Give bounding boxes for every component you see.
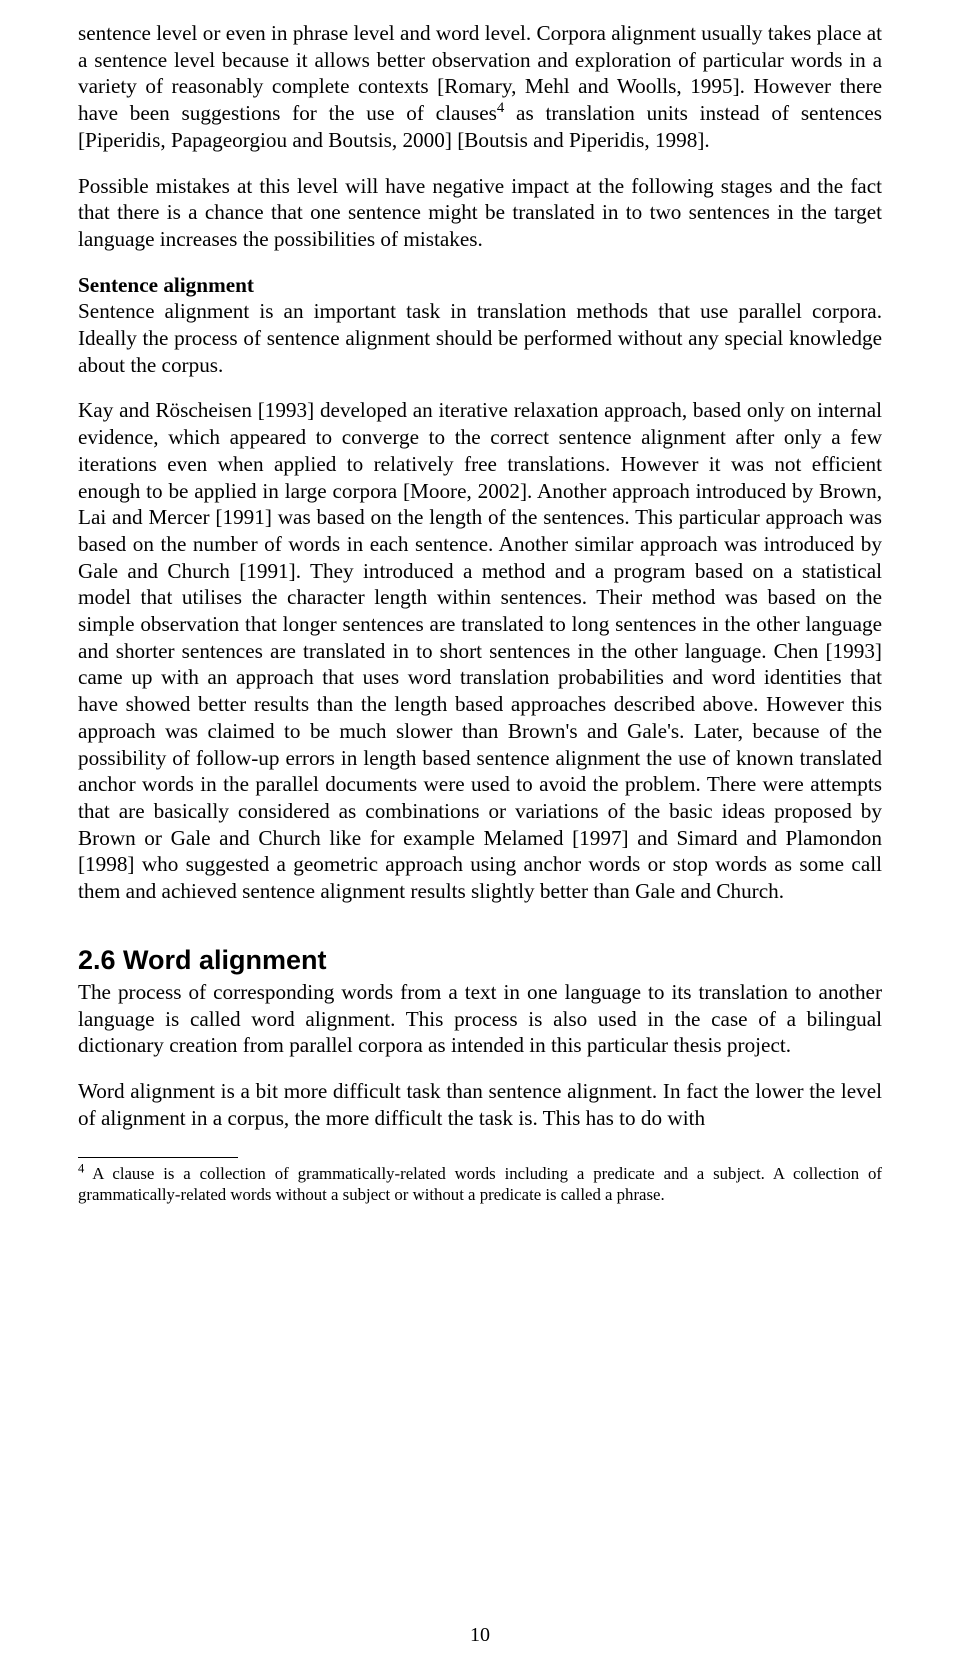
section-heading-word-alignment: 2.6 Word alignment xyxy=(78,943,882,977)
paragraph-5: The process of corresponding words from … xyxy=(78,979,882,1059)
paragraph-3: Sentence alignment is an important task … xyxy=(78,298,882,378)
subheading-sentence-alignment: Sentence alignment xyxy=(78,272,882,299)
paragraph-1: sentence level or even in phrase level a… xyxy=(78,20,882,154)
footnote-separator xyxy=(78,1157,238,1158)
footnote-text: A clause is a collection of grammaticall… xyxy=(78,1164,882,1203)
paragraph-2: Possible mistakes at this level will hav… xyxy=(78,173,882,253)
paragraph-4: Kay and Röscheisen [1993] developed an i… xyxy=(78,397,882,904)
document-page: sentence level or even in phrase level a… xyxy=(0,0,960,1678)
page-number: 10 xyxy=(0,1623,960,1648)
footnote-4: 4 A clause is a collection of grammatica… xyxy=(78,1164,882,1205)
paragraph-6: Word alignment is a bit more difficult t… xyxy=(78,1078,882,1131)
subheading-label: Sentence alignment xyxy=(78,273,254,297)
